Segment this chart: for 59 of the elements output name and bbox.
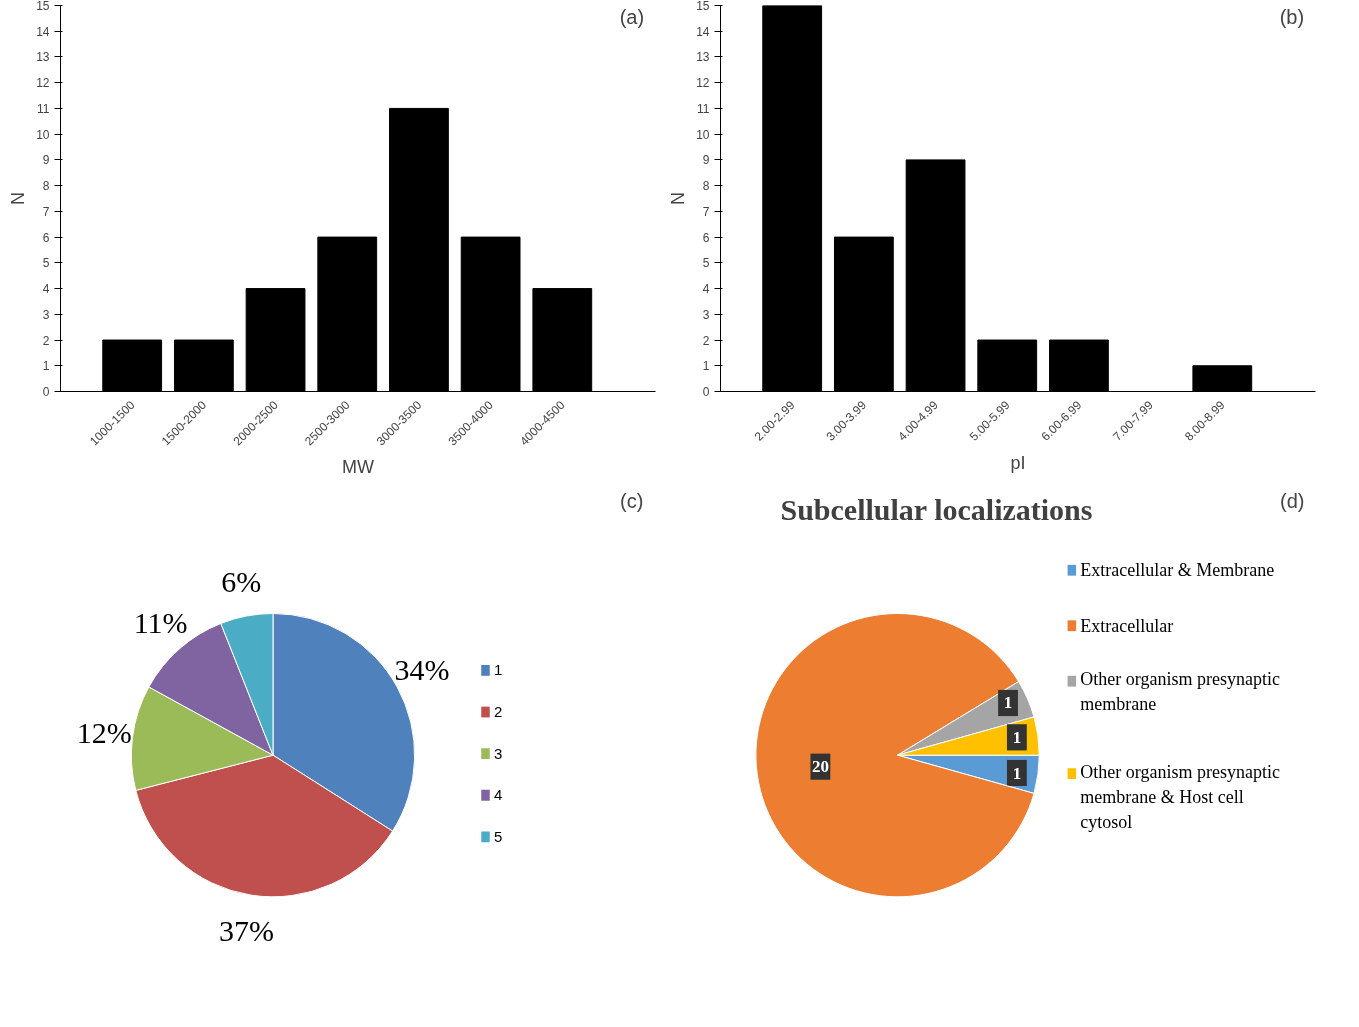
y-tick-label: 2 bbox=[702, 333, 710, 348]
annotation: (b) bbox=[1279, 5, 1305, 28]
y-tick-label: 12 bbox=[36, 76, 50, 91]
data-label: 11% bbox=[133, 605, 188, 639]
y-tick-label: 2 bbox=[42, 333, 50, 348]
y-tick-label: 1 bbox=[42, 359, 50, 374]
y-tick-label: 7 bbox=[702, 204, 710, 219]
data-label: 1 bbox=[1012, 763, 1022, 783]
data-label: 6% bbox=[221, 564, 262, 598]
y-tick-label: 6 bbox=[42, 230, 50, 245]
y-tick-label: 4 bbox=[702, 282, 710, 297]
y-tick-label: 13 bbox=[36, 50, 50, 65]
legend-label: Extracellular & Membrane bbox=[1080, 560, 1275, 581]
y-axis-title: N bbox=[668, 192, 689, 205]
legend-label: Other organism presynaptic membrane & Host cell cytosol bbox=[1080, 761, 1280, 832]
data-label: 37% bbox=[218, 913, 274, 947]
y-tick-label: 4 bbox=[42, 282, 50, 297]
y-tick-label: 8 bbox=[702, 179, 710, 194]
y-tick-label: 14 bbox=[696, 24, 710, 39]
legend-label: 4 bbox=[494, 786, 503, 804]
y-tick-label: 5 bbox=[42, 256, 50, 271]
legend-label: 5 bbox=[494, 827, 503, 845]
legend-label: Other organism presynaptic membrane bbox=[1080, 669, 1280, 715]
y-tick-label: 6 bbox=[702, 230, 710, 245]
data-label: 34% bbox=[394, 653, 450, 687]
legend-label: Extracellular bbox=[1080, 615, 1174, 636]
y-tick-label: 1 bbox=[702, 359, 710, 374]
data-label: 12% bbox=[76, 716, 132, 750]
y-tick-label: 5 bbox=[702, 256, 710, 271]
y-tick-label: 11 bbox=[37, 101, 50, 116]
x-axis-title: MW bbox=[342, 457, 374, 478]
x-axis-title: pI bbox=[1010, 452, 1026, 473]
y-tick-label: 3 bbox=[702, 307, 710, 322]
data-label: 20 bbox=[811, 757, 829, 777]
legend-label: 1 bbox=[494, 661, 503, 679]
y-tick-label: 14 bbox=[36, 24, 50, 39]
legend-label: 2 bbox=[494, 703, 503, 721]
y-tick-label: 8 bbox=[42, 179, 50, 194]
y-tick-label: 9 bbox=[42, 153, 50, 168]
y-tick-label: 0 bbox=[702, 385, 710, 399]
y-tick-label: 9 bbox=[702, 153, 710, 168]
y-tick-label: 13 bbox=[696, 50, 710, 65]
y-tick-label: 3 bbox=[42, 307, 50, 322]
text: (c) bbox=[620, 490, 644, 513]
data-label: 1 bbox=[1012, 727, 1022, 747]
legend-label: 3 bbox=[494, 744, 503, 762]
y-tick-label: 10 bbox=[696, 127, 710, 142]
y-tick-label: 12 bbox=[696, 76, 710, 91]
chart-title: Subcellular localizations bbox=[780, 492, 1093, 526]
y-tick-label: 10 bbox=[36, 127, 50, 142]
text: (d) bbox=[1280, 490, 1305, 513]
y-tick-label: 11 bbox=[697, 101, 710, 116]
y-tick-label: 7 bbox=[42, 204, 50, 219]
data-label: 1 bbox=[1003, 693, 1013, 713]
annotation: (a) bbox=[619, 5, 645, 28]
y-tick-label: 15 bbox=[36, 0, 50, 13]
y-tick-label: 15 bbox=[696, 0, 710, 13]
y-tick-label: 0 bbox=[42, 385, 50, 399]
y-axis-title: N bbox=[8, 192, 29, 205]
